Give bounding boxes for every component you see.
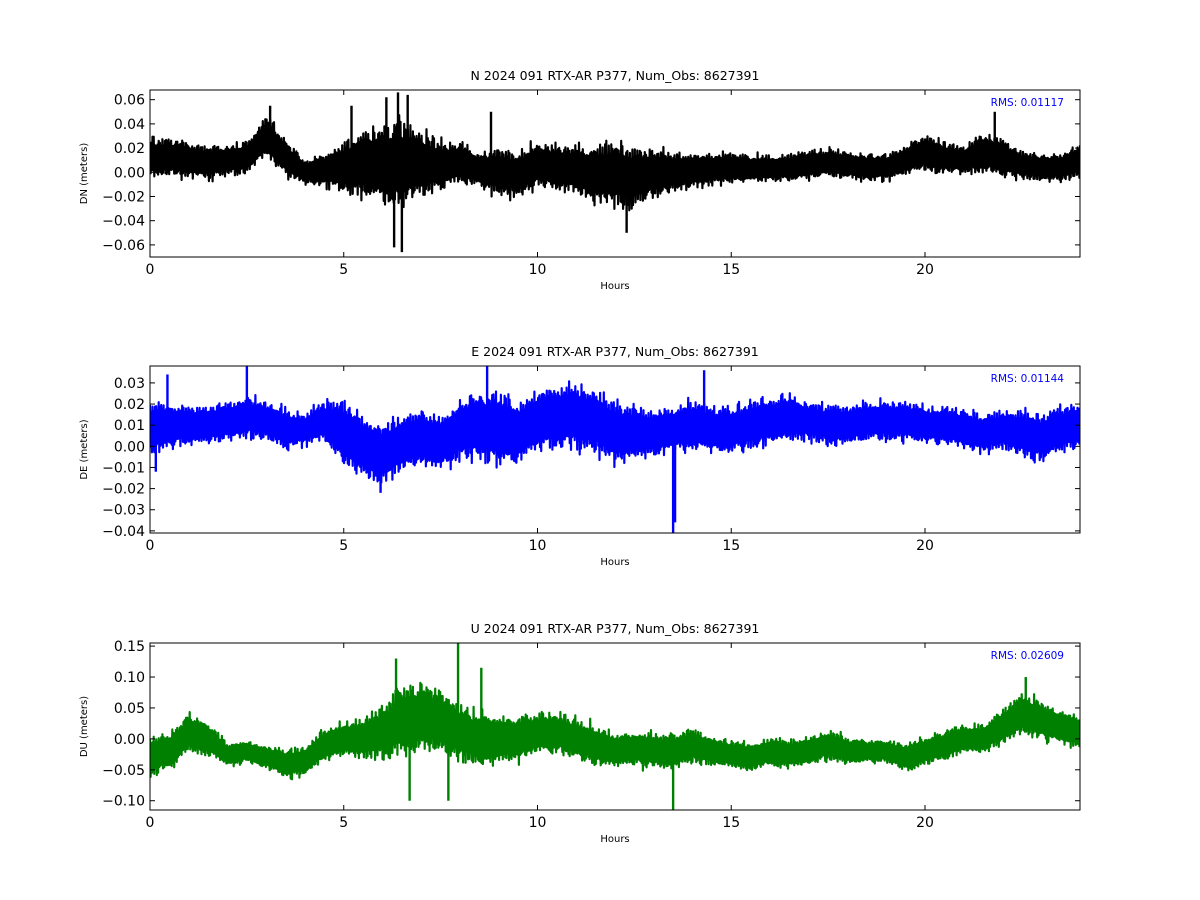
x-tick-label: 10 — [529, 262, 547, 278]
chart-panel-2: 0 5 10 15 20 0.15 0.10 0.05 0.00 −0.05 −0.10 U 2024… — [79, 621, 1081, 845]
x-tick-label: 15 — [722, 538, 740, 554]
y-axis-label: DU (meters) — [79, 696, 90, 757]
rms-annotation: RMS: 0.01144 — [991, 373, 1065, 385]
rms-annotation: RMS: 0.02609 — [991, 650, 1064, 662]
x-axis-label: Hours — [600, 281, 629, 292]
x-tick-label: 0 — [146, 538, 155, 554]
chart-title: U 2024 091 RTX-AR P377, Num_Obs: 8627391 — [471, 621, 760, 636]
y-tick-label: 0.02 — [114, 397, 145, 413]
x-tick-label: 0 — [146, 815, 155, 831]
data-trace-0 — [150, 114, 1080, 212]
chart-title: N 2024 091 RTX-AR P377, Num_Obs: 8627391 — [471, 68, 760, 83]
x-tick-label: 5 — [339, 538, 348, 554]
x-tick-label: 5 — [339, 262, 348, 278]
chart-panel-1: 0 5 10 15 20 0.03 0.02 0.01 0.00 −0.01 −0.02 −0.03 −… — [79, 344, 1081, 568]
y-tick-label: 0.10 — [114, 670, 145, 686]
y-tick-label: 0.15 — [114, 639, 145, 655]
y-tick-label: 0.06 — [114, 93, 145, 109]
y-axis-label: DE (meters) — [79, 419, 90, 479]
axes-frame — [149, 642, 1081, 811]
y-tick-label: −0.02 — [102, 482, 145, 498]
x-tick-label: 20 — [916, 815, 934, 831]
y-tick-label: 0.02 — [114, 141, 145, 157]
y-tick-label: 0.00 — [114, 439, 145, 455]
y-tick-label: −0.05 — [102, 763, 145, 779]
x-axis-label: Hours — [600, 834, 629, 845]
x-tick-label: 20 — [916, 538, 934, 554]
chart-title: E 2024 091 RTX-AR P377, Num_Obs: 8627391 — [471, 344, 758, 359]
axes-frame — [149, 365, 1081, 534]
y-tick-label: 0.00 — [114, 165, 145, 181]
x-tick-label: 10 — [529, 538, 547, 554]
rms-annotation: RMS: 0.01117 — [991, 97, 1064, 109]
y-tick-label: −0.02 — [102, 189, 145, 205]
y-tick-label: 0.04 — [114, 117, 145, 133]
data-trace-1 — [150, 380, 1080, 484]
y-tick-label: −0.04 — [102, 524, 145, 540]
y-tick-label: 0.00 — [114, 732, 145, 748]
y-tick-label: −0.03 — [102, 503, 145, 519]
y-tick-label: −0.01 — [102, 460, 145, 476]
x-tick-label: 15 — [722, 815, 740, 831]
x-tick-label: 20 — [916, 262, 934, 278]
x-tick-label: 5 — [339, 815, 348, 831]
y-tick-label: 0.05 — [114, 701, 145, 717]
x-tick-label: 15 — [722, 262, 740, 278]
y-tick-label: −0.06 — [102, 238, 145, 254]
axes-frame — [149, 89, 1081, 258]
x-axis-label: Hours — [600, 557, 629, 568]
y-tick-label: −0.04 — [102, 214, 145, 230]
chart-panel-0: 0 5 10 15 20 0.06 0.04 0.02 0.00 −0.02 −0.04 −0.06 N… — [79, 68, 1081, 292]
y-tick-label: −0.10 — [102, 794, 145, 810]
x-tick-label: 10 — [529, 815, 547, 831]
y-tick-label: 0.03 — [114, 376, 145, 392]
x-tick-label: 0 — [146, 262, 155, 278]
y-tick-label: 0.01 — [114, 418, 145, 434]
y-axis-label: DN (meters) — [79, 143, 90, 205]
data-trace-2 — [150, 681, 1080, 781]
